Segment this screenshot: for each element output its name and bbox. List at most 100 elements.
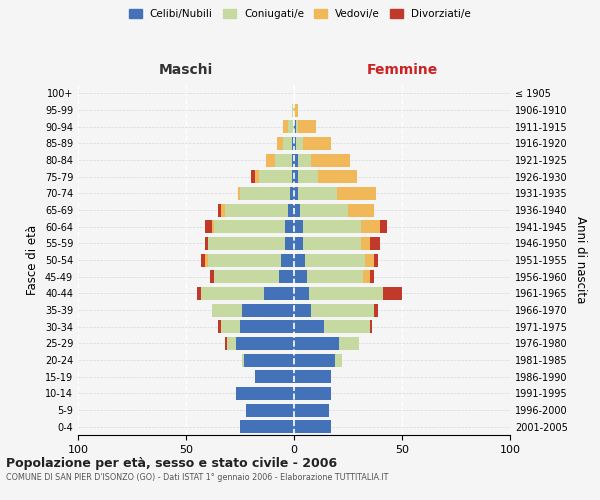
- Bar: [208, 254, 281, 266]
- Bar: [292, 154, 294, 166]
- Bar: [340, 337, 359, 350]
- Bar: [302, 237, 361, 250]
- Bar: [361, 237, 370, 250]
- Bar: [266, 154, 275, 166]
- Bar: [302, 137, 331, 150]
- Bar: [370, 270, 374, 283]
- Bar: [294, 304, 311, 316]
- Bar: [361, 220, 380, 233]
- Bar: [286, 237, 294, 250]
- Bar: [294, 254, 305, 266]
- Bar: [225, 337, 227, 350]
- Bar: [380, 220, 387, 233]
- Bar: [205, 237, 208, 250]
- Bar: [286, 220, 294, 233]
- Bar: [294, 187, 298, 200]
- Bar: [212, 304, 242, 316]
- Bar: [294, 320, 324, 333]
- Bar: [294, 137, 296, 150]
- Bar: [298, 187, 337, 200]
- Bar: [294, 237, 302, 250]
- Bar: [301, 204, 348, 216]
- Bar: [255, 170, 259, 183]
- Bar: [201, 254, 205, 266]
- Bar: [212, 220, 214, 233]
- Bar: [208, 237, 286, 250]
- Bar: [294, 370, 331, 383]
- Bar: [240, 420, 294, 433]
- Bar: [292, 104, 294, 117]
- Bar: [370, 320, 372, 333]
- Bar: [370, 237, 380, 250]
- Bar: [238, 187, 240, 200]
- Bar: [292, 137, 294, 150]
- Bar: [205, 220, 212, 233]
- Text: Femmine: Femmine: [367, 64, 437, 78]
- Bar: [296, 137, 302, 150]
- Bar: [242, 304, 294, 316]
- Bar: [294, 220, 302, 233]
- Bar: [309, 287, 383, 300]
- Bar: [318, 170, 356, 183]
- Bar: [311, 154, 350, 166]
- Bar: [218, 204, 221, 216]
- Bar: [225, 204, 287, 216]
- Text: Popolazione per età, sesso e stato civile - 2006: Popolazione per età, sesso e stato civil…: [6, 458, 337, 470]
- Text: COMUNE DI SAN PIER D'ISONZO (GO) - Dati ISTAT 1° gennaio 2006 - Elaborazione TUT: COMUNE DI SAN PIER D'ISONZO (GO) - Dati …: [6, 472, 388, 482]
- Bar: [281, 254, 294, 266]
- Bar: [205, 254, 208, 266]
- Bar: [292, 170, 294, 183]
- Bar: [363, 270, 370, 283]
- Bar: [296, 120, 298, 133]
- Bar: [335, 354, 341, 366]
- Bar: [298, 170, 318, 183]
- Bar: [294, 337, 340, 350]
- Bar: [240, 320, 294, 333]
- Y-axis label: Fasce di età: Fasce di età: [26, 225, 39, 295]
- Bar: [324, 320, 370, 333]
- Bar: [374, 254, 378, 266]
- Bar: [374, 304, 378, 316]
- Bar: [298, 120, 316, 133]
- Bar: [218, 320, 221, 333]
- Y-axis label: Anni di nascita: Anni di nascita: [574, 216, 587, 304]
- Bar: [244, 354, 294, 366]
- Bar: [221, 320, 240, 333]
- Bar: [197, 287, 201, 300]
- Bar: [307, 270, 363, 283]
- Bar: [294, 420, 331, 433]
- Bar: [264, 287, 294, 300]
- Bar: [287, 120, 294, 133]
- Bar: [201, 287, 264, 300]
- Bar: [227, 337, 236, 350]
- Bar: [298, 154, 311, 166]
- Bar: [294, 387, 331, 400]
- Bar: [255, 370, 294, 383]
- Bar: [294, 170, 298, 183]
- Bar: [221, 204, 225, 216]
- Bar: [294, 204, 301, 216]
- Bar: [294, 354, 335, 366]
- Bar: [247, 404, 294, 416]
- Bar: [283, 120, 287, 133]
- Bar: [348, 204, 374, 216]
- Bar: [277, 137, 283, 150]
- Bar: [259, 170, 292, 183]
- Bar: [294, 404, 329, 416]
- Bar: [251, 170, 255, 183]
- Bar: [337, 187, 376, 200]
- Bar: [275, 154, 292, 166]
- Bar: [294, 120, 296, 133]
- Bar: [290, 187, 294, 200]
- Bar: [302, 220, 361, 233]
- Bar: [236, 387, 294, 400]
- Bar: [287, 204, 294, 216]
- Bar: [305, 254, 365, 266]
- Bar: [294, 287, 309, 300]
- Bar: [294, 154, 298, 166]
- Bar: [214, 270, 279, 283]
- Bar: [294, 270, 307, 283]
- Bar: [210, 270, 214, 283]
- Bar: [311, 304, 374, 316]
- Legend: Celibi/Nubili, Coniugati/e, Vedovi/e, Divorziati/e: Celibi/Nubili, Coniugati/e, Vedovi/e, Di…: [125, 5, 475, 24]
